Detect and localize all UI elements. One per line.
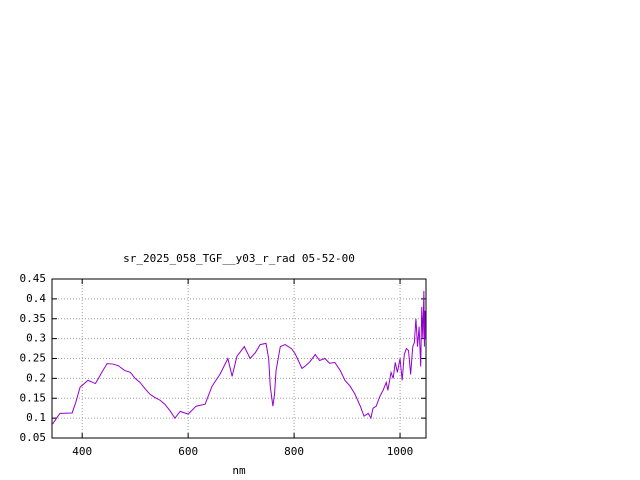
y-tick-label: 0.05 <box>20 431 47 444</box>
x-tick-label: 400 <box>72 445 92 458</box>
y-tick-label: 0.4 <box>26 292 46 305</box>
chart-title: sr_2025_058_TGF__y03_r_rad 05-52-00 <box>123 252 355 265</box>
x-axis-label: nm <box>232 464 246 477</box>
y-tick-label: 0.2 <box>26 371 46 384</box>
y-tick-label: 0.3 <box>26 332 46 345</box>
x-tick-label: 600 <box>178 445 198 458</box>
x-tick-label: 800 <box>284 445 304 458</box>
data-line <box>52 290 426 425</box>
plot-frame <box>51 278 427 439</box>
y-tick-label: 0.25 <box>20 352 47 365</box>
y-tick-label: 0.45 <box>20 272 47 285</box>
x-tick-label: 1000 <box>387 445 414 458</box>
y-tick-label: 0.15 <box>20 391 47 404</box>
y-tick-label: 0.35 <box>20 312 47 325</box>
y-tick-label: 0.1 <box>26 411 46 424</box>
